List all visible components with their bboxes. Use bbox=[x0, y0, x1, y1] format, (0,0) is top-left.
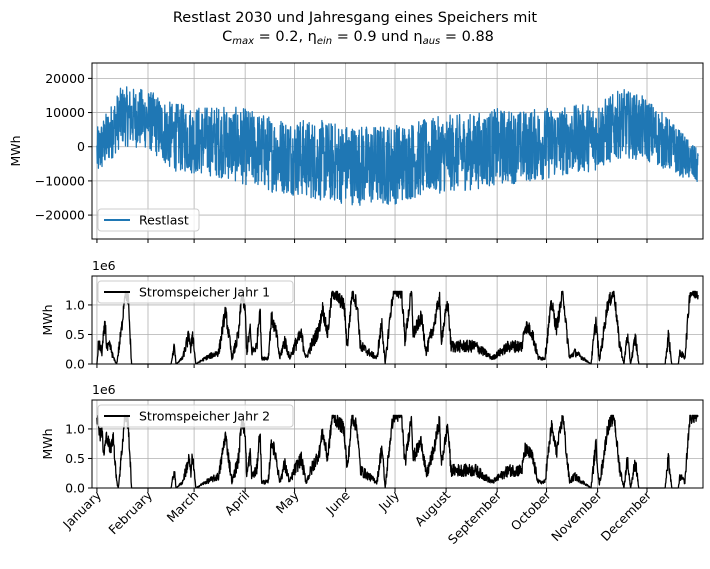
x-tick-label: September bbox=[445, 487, 505, 547]
legend-box bbox=[97, 280, 294, 304]
axes-frame bbox=[91, 399, 704, 489]
y-tick-label: 0 bbox=[77, 139, 85, 154]
y-tick-label: 0.0 bbox=[65, 357, 85, 372]
x-tick-label: November bbox=[548, 487, 605, 544]
x-tick-label: July bbox=[375, 487, 403, 515]
y-axis-label: MWh bbox=[8, 135, 23, 166]
legend-box bbox=[97, 404, 294, 428]
y-tick-label: 1.0 bbox=[65, 297, 85, 312]
restlast-series-line bbox=[96, 86, 699, 206]
y-tick-label: 20000 bbox=[45, 71, 85, 86]
x-tick-label: December bbox=[598, 487, 655, 544]
chart-title-line2: Cmax = 0.2, ηein = 0.9 und ηaus = 0.88 bbox=[222, 29, 494, 47]
x-tick-label: August bbox=[412, 487, 454, 529]
y-tick-label: 10000 bbox=[45, 105, 85, 120]
y-axis-label: MWh bbox=[40, 428, 55, 459]
y-tick-label: −10000 bbox=[35, 173, 85, 188]
x-tick-label: October bbox=[508, 487, 555, 534]
y-tick-label: −20000 bbox=[35, 208, 85, 223]
y-axis-label: MWh bbox=[40, 304, 55, 335]
x-tick-label: May bbox=[273, 487, 302, 516]
x-tick-label: February bbox=[105, 487, 155, 537]
y-offset-label: 1e6 bbox=[92, 382, 116, 397]
y-tick-label: 1.0 bbox=[65, 421, 85, 436]
axes-frame bbox=[91, 275, 704, 365]
y-tick-label: 0.5 bbox=[65, 451, 85, 466]
x-tick-label: June bbox=[322, 487, 353, 518]
legend-label: Stromspeicher Jahr 1 bbox=[139, 285, 270, 300]
y-tick-label: 0.5 bbox=[65, 327, 85, 342]
y-offset-label: 1e6 bbox=[92, 258, 116, 273]
storage-series-line bbox=[96, 414, 699, 489]
x-tick-label: April bbox=[221, 488, 252, 519]
legend-label: Stromspeicher Jahr 2 bbox=[139, 409, 270, 424]
legend-label: Restlast bbox=[139, 213, 189, 228]
axes-frame bbox=[91, 62, 704, 240]
storage-series-line bbox=[96, 290, 699, 365]
chart-title-line1: Restlast 2030 und Jahresgang eines Speic… bbox=[173, 10, 538, 26]
legend-box bbox=[97, 208, 200, 232]
x-tick-label: March bbox=[164, 488, 202, 526]
y-tick-label: 0.0 bbox=[65, 481, 85, 496]
